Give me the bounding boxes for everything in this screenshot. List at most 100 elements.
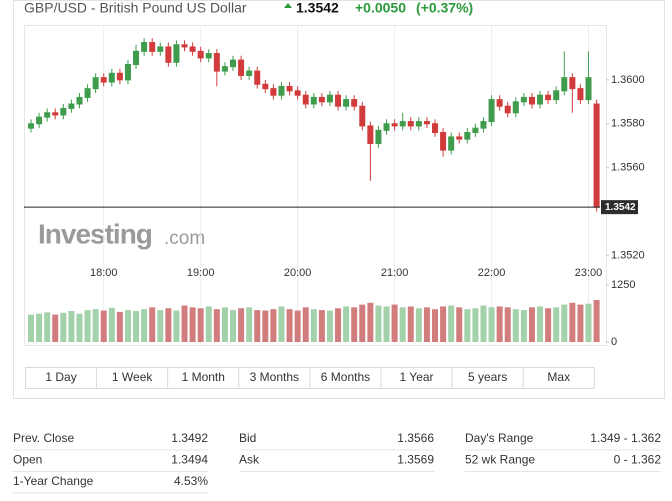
range-tab[interactable]: 1 Week bbox=[112, 370, 153, 384]
volume-bar bbox=[36, 313, 43, 342]
volume-bar bbox=[84, 310, 91, 342]
candle-fill bbox=[278, 86, 284, 96]
volume-bar bbox=[375, 305, 382, 342]
stat-label: 52 wk Range bbox=[465, 453, 535, 467]
candle-fill bbox=[93, 77, 99, 89]
candle-body bbox=[577, 88, 584, 101]
range-tab[interactable]: 1 Day bbox=[45, 370, 76, 384]
candle-body bbox=[213, 53, 220, 72]
candle-fill bbox=[521, 97, 527, 102]
candle-fill bbox=[416, 121, 422, 126]
volume-bar bbox=[278, 306, 285, 342]
stat-value: 1.349 - 1.362 bbox=[590, 431, 661, 445]
volume-bar bbox=[213, 309, 220, 342]
volume-bar bbox=[577, 304, 584, 342]
candle-fill bbox=[44, 112, 50, 118]
volume-bar bbox=[238, 308, 245, 342]
candle-body bbox=[335, 94, 342, 107]
range-tab[interactable]: 1 Year bbox=[400, 370, 434, 384]
candle-fill bbox=[133, 51, 139, 65]
stat-label: 1-Year Change bbox=[13, 474, 94, 488]
candle-body bbox=[391, 123, 398, 127]
candle-body bbox=[100, 77, 107, 83]
volume-bar bbox=[351, 307, 358, 342]
range-tab[interactable]: Max bbox=[547, 370, 570, 384]
stat-value: 1.3492 bbox=[171, 431, 208, 445]
candle-fill bbox=[472, 128, 478, 133]
candle-fill bbox=[28, 123, 34, 129]
candle-fill bbox=[76, 97, 82, 104]
candle-fill bbox=[109, 73, 115, 83]
candle-fill bbox=[537, 95, 543, 104]
candle-body bbox=[238, 59, 245, 76]
stat-label: Ask bbox=[239, 453, 260, 467]
volume-bar bbox=[415, 308, 422, 342]
range-tab[interactable]: 5 years bbox=[468, 370, 507, 384]
volume-bar bbox=[512, 309, 519, 342]
volume-bar bbox=[488, 307, 495, 342]
volume-bar bbox=[68, 310, 75, 342]
candle-body bbox=[302, 94, 309, 105]
stat-value: 0 - 1.362 bbox=[614, 453, 662, 467]
stat-label: Open bbox=[13, 453, 42, 467]
candle-body bbox=[197, 50, 204, 59]
candle-body bbox=[593, 103, 600, 208]
watermark-suffix: .com bbox=[164, 228, 205, 249]
last-price: 1.3542 bbox=[296, 0, 339, 16]
candle-fill bbox=[311, 97, 317, 104]
x-tick-label: 20:00 bbox=[284, 267, 312, 279]
volume-bar bbox=[399, 307, 406, 342]
candle-fill bbox=[448, 136, 454, 151]
candle-body bbox=[116, 72, 123, 81]
candle-fill bbox=[60, 108, 66, 115]
volume-bar bbox=[173, 310, 180, 342]
last-price-tag-label: 1.3542 bbox=[605, 202, 636, 213]
candle-fill bbox=[561, 77, 567, 91]
range-tab[interactable]: 1 Month bbox=[182, 370, 225, 384]
watermark-brand: Investing bbox=[38, 218, 152, 249]
volume-bar bbox=[108, 307, 115, 342]
candle-fill bbox=[480, 121, 486, 129]
plot-frame bbox=[24, 25, 607, 346]
candle-fill bbox=[400, 121, 406, 126]
volume-bar bbox=[335, 308, 342, 342]
stat-value: 1.3566 bbox=[397, 431, 434, 445]
candle-body bbox=[294, 90, 301, 96]
up-arrow bbox=[284, 3, 292, 8]
volume-bar bbox=[359, 304, 366, 342]
x-tick-label: 22:00 bbox=[478, 267, 506, 279]
volume-bar bbox=[383, 306, 390, 342]
volume-bar bbox=[504, 307, 511, 342]
y2-tick-label: 1250 bbox=[611, 279, 635, 291]
candle-fill bbox=[375, 130, 381, 144]
volume-bar bbox=[124, 310, 131, 342]
volume-bar bbox=[318, 310, 325, 342]
candle-body bbox=[456, 136, 463, 140]
candle-body bbox=[318, 96, 325, 103]
candle-body bbox=[569, 77, 576, 90]
candle-body bbox=[165, 46, 172, 63]
candle-fill bbox=[246, 71, 252, 76]
candle-body bbox=[359, 105, 366, 127]
range-tab[interactable]: 6 Months bbox=[321, 370, 370, 384]
x-tick-label: 18:00 bbox=[90, 267, 118, 279]
volume-bar bbox=[528, 307, 535, 342]
volume-bar bbox=[367, 302, 374, 342]
price-change: +0.0050 bbox=[355, 0, 406, 16]
price-change-percent: (+0.37%) bbox=[416, 0, 473, 16]
candle-fill bbox=[157, 46, 163, 52]
candle-body bbox=[254, 70, 261, 85]
volume-bar bbox=[189, 307, 196, 342]
volume-bar bbox=[157, 310, 164, 342]
last-price-tag bbox=[601, 200, 638, 215]
candle-body bbox=[545, 94, 552, 101]
range-tab[interactable]: 3 Months bbox=[250, 370, 299, 384]
volume-bar bbox=[496, 306, 503, 342]
volume-bar bbox=[391, 304, 398, 342]
candle-fill bbox=[384, 123, 390, 131]
volume-bar bbox=[310, 309, 317, 342]
volume-bar bbox=[302, 307, 309, 342]
y-tick-label: 1.3600 bbox=[611, 74, 645, 86]
candle-fill bbox=[327, 95, 333, 102]
